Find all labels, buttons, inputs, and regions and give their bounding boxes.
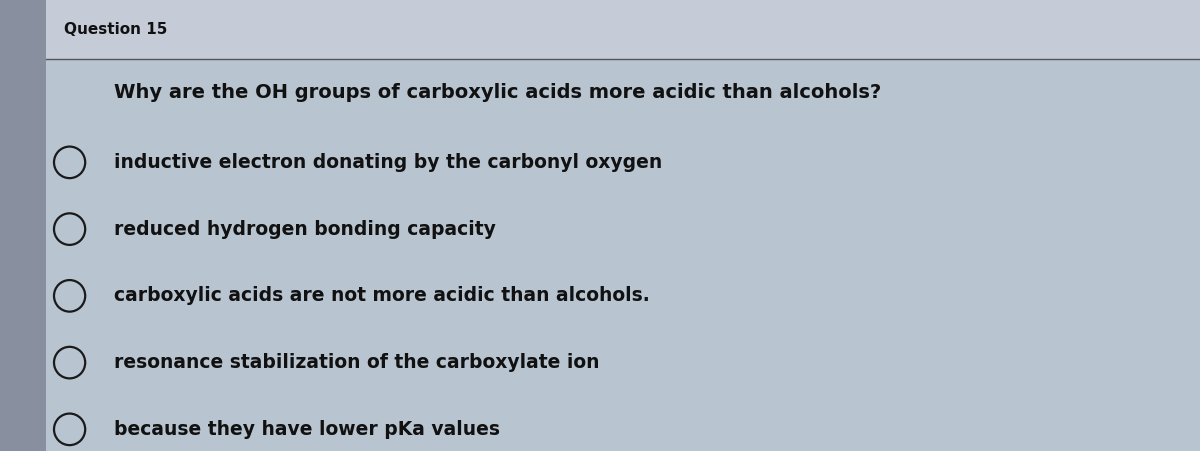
Text: because they have lower pKa values: because they have lower pKa values (114, 420, 500, 439)
Text: carboxylic acids are not more acidic than alcohols.: carboxylic acids are not more acidic tha… (114, 286, 649, 305)
Text: resonance stabilization of the carboxylate ion: resonance stabilization of the carboxyla… (114, 353, 600, 372)
Bar (46, 0, 1200, 59)
Text: reduced hydrogen bonding capacity: reduced hydrogen bonding capacity (114, 220, 496, 239)
Text: inductive electron donating by the carbonyl oxygen: inductive electron donating by the carbo… (114, 153, 662, 172)
Text: Why are the OH groups of carboxylic acids more acidic than alcohols?: Why are the OH groups of carboxylic acid… (114, 83, 881, 102)
Bar (0, 0, 46, 451)
Text: Question 15: Question 15 (64, 22, 167, 37)
